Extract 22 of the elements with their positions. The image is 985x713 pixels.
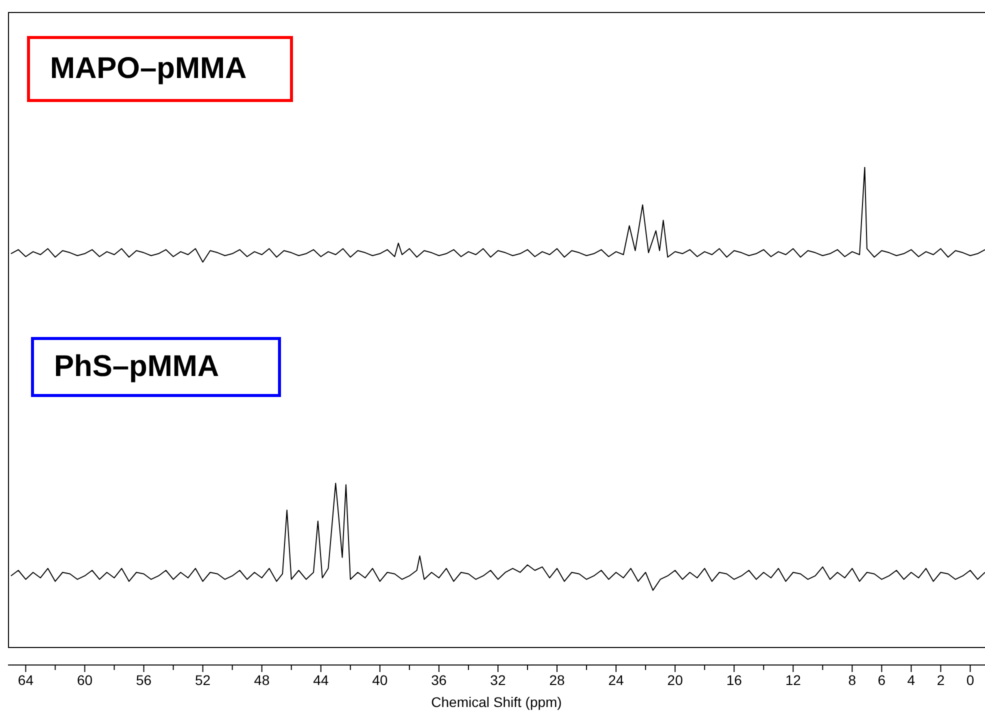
x-tick-label: 52 xyxy=(195,672,211,688)
x-tick-label: 56 xyxy=(136,672,152,688)
x-tick-label: 6 xyxy=(878,672,886,688)
annotation: PhS–pMMA xyxy=(31,337,281,397)
x-tick-label: 0 xyxy=(966,672,974,688)
x-tick-label: 64 xyxy=(18,672,34,688)
x-tick-label: 8 xyxy=(848,672,856,688)
x-tick-label: 32 xyxy=(490,672,506,688)
x-tick-label: 40 xyxy=(372,672,388,688)
x-tick-label: 60 xyxy=(76,672,93,688)
x-tick-label: 48 xyxy=(254,672,270,688)
x-tick-label: 20 xyxy=(667,672,684,688)
x-tick-label: 4 xyxy=(907,672,916,688)
x-tick-label: 12 xyxy=(785,672,802,688)
x-tick-label: 2 xyxy=(936,672,945,688)
x-tick-label: 28 xyxy=(549,672,566,688)
x-axis-title: Chemical Shift (ppm) xyxy=(431,694,562,710)
x-tick-label: 24 xyxy=(608,672,624,688)
x-tick-label: 44 xyxy=(313,672,329,688)
x-tick-label: 36 xyxy=(431,672,447,688)
text: MAPO–pMMA xyxy=(27,36,293,102)
x-tick-label: 16 xyxy=(726,672,742,688)
